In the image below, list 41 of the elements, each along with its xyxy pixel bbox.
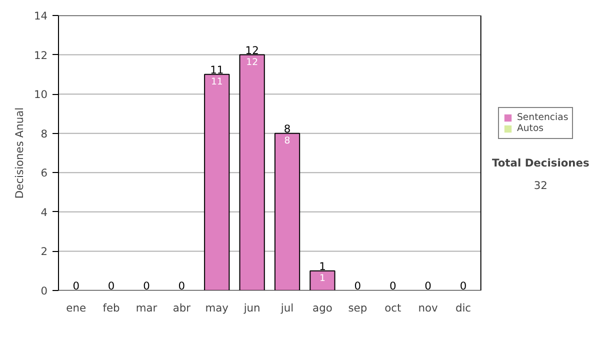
- x-tick-label: jun: [242, 302, 260, 314]
- x-tick-label: nov: [418, 302, 438, 314]
- y-axis-title: Decisiones Anual: [12, 107, 26, 199]
- x-tick-label: ago: [312, 302, 332, 314]
- total-label: 0: [460, 280, 467, 292]
- x-tick-label: feb: [102, 302, 120, 314]
- y-tick-label: 12: [34, 48, 48, 62]
- x-tick-label: oct: [384, 302, 402, 314]
- x-tick-label: jul: [280, 302, 294, 314]
- legend-label: Autos: [517, 123, 544, 134]
- x-tick-label: abr: [172, 302, 192, 314]
- total-label: 0: [143, 280, 150, 292]
- total-label: 8: [284, 122, 291, 136]
- y-tick-label: 2: [40, 245, 48, 258]
- data-label: 12: [246, 56, 258, 68]
- total-label: 0: [72, 280, 80, 292]
- data-label: 11: [210, 76, 223, 88]
- text: 32: [534, 178, 548, 192]
- total-label: 0: [108, 280, 115, 292]
- total-label: 11: [210, 63, 224, 76]
- x-tick-label: may: [205, 302, 228, 314]
- text: Total Decisiones: [492, 156, 590, 170]
- total-label: 0: [178, 280, 186, 292]
- total-label: 0: [389, 280, 396, 292]
- total-label: 0: [354, 280, 362, 292]
- y-tick-label: 4: [40, 206, 48, 219]
- y-tick-label: 14: [34, 10, 48, 22]
- total-label: 1: [319, 260, 326, 273]
- y-tick-label: 10: [34, 88, 48, 102]
- y-tick-label: 6: [40, 166, 48, 180]
- total-label: 0: [424, 280, 432, 292]
- total-label: 12: [245, 44, 259, 57]
- y-tick-label: 0: [40, 284, 48, 298]
- data-label: 8: [284, 135, 290, 146]
- x-tick-label: mar: [136, 302, 158, 314]
- x-tick-label: sep: [348, 302, 368, 314]
- data-label: 1: [319, 272, 326, 284]
- x-tick-label: dic: [455, 302, 472, 314]
- y-tick-label: 8: [40, 127, 48, 140]
- x-tick-label: ene: [66, 302, 86, 314]
- legend-label: Sentencias: [517, 112, 568, 123]
